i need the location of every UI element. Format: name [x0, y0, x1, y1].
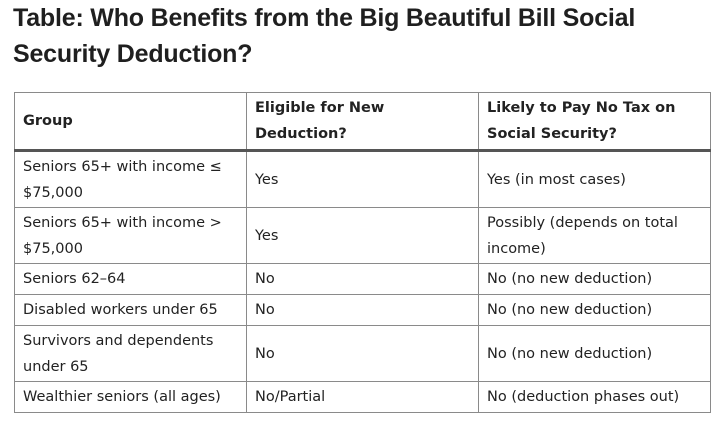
group-cell: Seniors 62–64 — [14, 263, 247, 295]
column-header-eligible: Eligible for New Deduction? — [246, 92, 479, 152]
eligible-cell: No — [246, 325, 479, 382]
eligible-cell: No — [246, 294, 479, 326]
no-tax-cell: No (deduction phases out) — [478, 381, 711, 413]
eligible-cell: Yes — [246, 207, 479, 264]
eligible-cell: Yes — [246, 150, 479, 208]
no-tax-cell: Yes (in most cases) — [478, 150, 711, 208]
group-cell: Seniors 65+ with income > $75,000 — [14, 207, 247, 264]
no-tax-cell: No (no new deduction) — [478, 263, 711, 295]
table-header-row: Group Eligible for New Deduction? Likely… — [14, 92, 711, 152]
group-cell: Wealthier seniors (all ages) — [14, 381, 247, 413]
table-row: Seniors 65+ with income ≤ $75,000 Yes Ye… — [14, 150, 711, 208]
column-header-no-tax: Likely to Pay No Tax on Social Security? — [478, 92, 711, 152]
group-cell: Survivors and dependents under 65 — [14, 325, 247, 382]
column-header-group: Group — [14, 92, 247, 152]
no-tax-cell: Possibly (depends on total income) — [478, 207, 711, 264]
benefits-table: Group Eligible for New Deduction? Likely… — [14, 92, 711, 413]
table-row: Survivors and dependents under 65 No No … — [14, 325, 711, 382]
eligible-cell: No — [246, 263, 479, 295]
eligible-cell: No/Partial — [246, 381, 479, 413]
no-tax-cell: No (no new deduction) — [478, 325, 711, 382]
table-row: Seniors 62–64 No No (no new deduction) — [14, 263, 711, 295]
table-row: Wealthier seniors (all ages) No/Partial … — [14, 381, 711, 413]
no-tax-cell: No (no new deduction) — [478, 294, 711, 326]
table-row: Seniors 65+ with income > $75,000 Yes Po… — [14, 207, 711, 264]
table-row: Disabled workers under 65 No No (no new … — [14, 294, 711, 326]
group-cell: Seniors 65+ with income ≤ $75,000 — [14, 150, 247, 208]
group-cell: Disabled workers under 65 — [14, 294, 247, 326]
page-title: Table: Who Benefits from the Big Beautif… — [13, 4, 636, 68]
